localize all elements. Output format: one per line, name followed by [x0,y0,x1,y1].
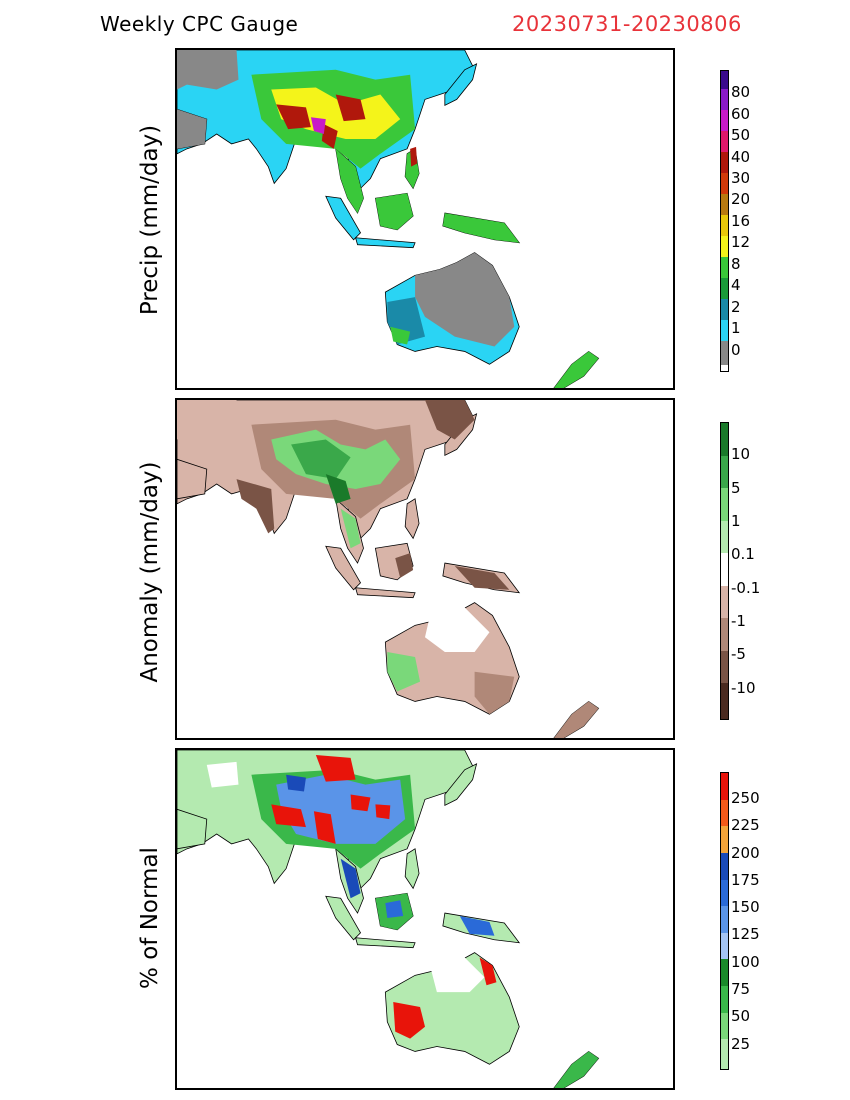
precip-tick: 1 [731,319,741,337]
precip-tick: 40 [731,148,751,166]
pct-tick: 175 [731,871,760,889]
precip-tick: 2 [731,298,741,316]
chart-title: Weekly CPC Gauge [100,12,299,36]
precip-tick: 8 [731,255,741,273]
precip-tick: 20 [731,190,751,208]
pct-tick: 75 [731,980,751,998]
pct-tick: 200 [731,844,760,862]
pct-tick: 225 [731,816,760,834]
precip-tick: 4 [731,276,741,294]
anomaly-tick: 0.1 [731,545,755,563]
precip-tick: 16 [731,212,751,230]
date-range: 20230731-20230806 [512,12,742,36]
pct-tick: 125 [731,925,760,943]
anomaly-tick: 1 [731,512,741,530]
precip-colorbar [720,70,729,372]
pct-tick: 25 [731,1035,751,1053]
anomaly-tick: -10 [731,679,756,697]
anomaly-tick: 10 [731,445,751,463]
anomaly-colorbar [720,422,729,720]
precip-map [175,48,675,390]
pct-tick: 150 [731,898,760,916]
precip-tick: 30 [731,169,751,187]
anomaly-map [175,398,675,740]
precip-tick: 80 [731,83,751,101]
precip-tick: 12 [731,233,751,251]
anomaly-tick: 5 [731,479,741,497]
precip-tick: 60 [731,105,751,123]
pct-tick: 100 [731,953,760,971]
pct-normal-map [175,748,675,1090]
pct-tick: 50 [731,1007,751,1025]
pct-tick: 250 [731,789,760,807]
pct-normal-colorbar [720,772,729,1070]
anomaly-tick: -0.1 [731,579,761,597]
precip-tick: 50 [731,126,751,144]
precip-tick: 0 [731,341,741,359]
anomaly-tick: -1 [731,612,746,630]
anomaly-tick: -5 [731,645,746,663]
